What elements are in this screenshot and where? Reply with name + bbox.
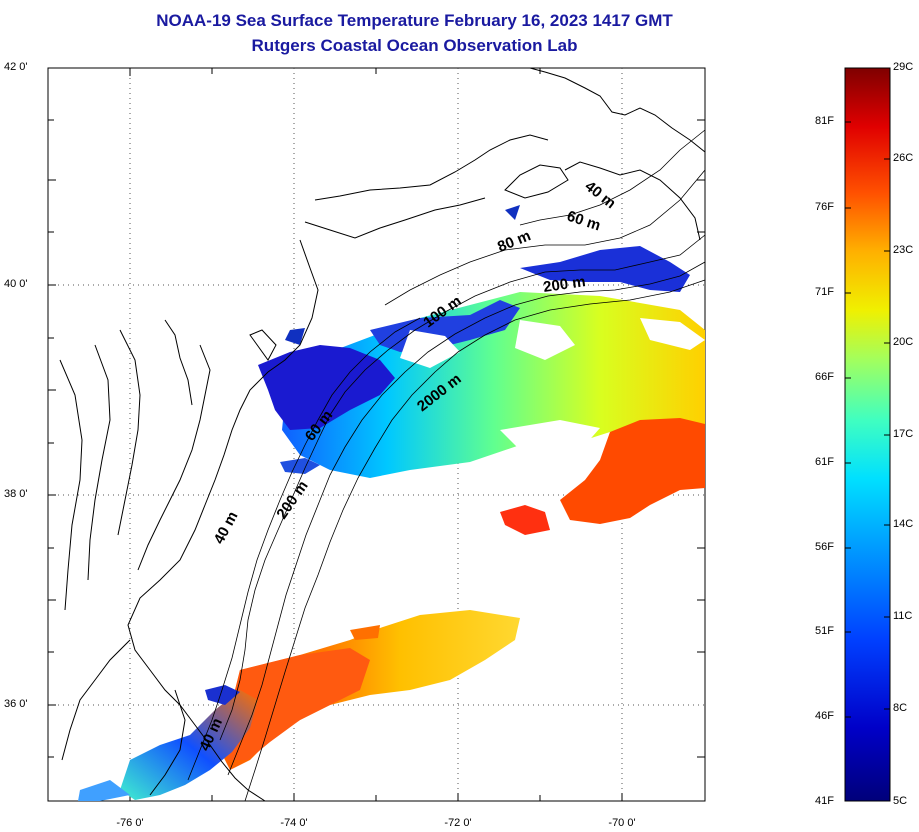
south-warm-patch	[220, 610, 520, 770]
colorbar-f-label: 51F	[815, 625, 834, 637]
shelf-water-patch-6	[280, 458, 320, 474]
colorbar-f-label: 46F	[815, 710, 834, 722]
shelf-water-patch	[258, 345, 395, 430]
gulf-stream-patch-2	[500, 505, 550, 535]
shelf-water-patch-3	[520, 246, 690, 292]
colorbar-f-label: 61F	[815, 456, 834, 468]
colorbar-c-label: 14C	[893, 518, 914, 530]
frame-ticks	[48, 67, 705, 801]
colorbar	[844, 67, 891, 802]
map-title: NOAA-19 Sea Surface Temperature February…	[156, 11, 673, 30]
shelf-water-patch-4	[285, 328, 305, 345]
lat-label: 42 0'	[4, 61, 28, 73]
colorbar-f-label: 76F	[815, 201, 834, 213]
colorbar-c-label: 17C	[893, 428, 914, 440]
lat-label: 38 0'	[4, 488, 28, 500]
colorbar-c-label: 23C	[893, 244, 914, 256]
coastline	[59, 67, 706, 802]
gulf-stream-patch	[560, 418, 705, 524]
colorbar-f-label: 41F	[815, 795, 834, 807]
hatteras-patch	[120, 690, 258, 800]
lat-label: 40 0'	[4, 278, 28, 290]
colorbar-f-label: 81F	[815, 115, 834, 127]
lon-label: -72 0'	[444, 817, 472, 829]
lon-label: -76 0'	[116, 817, 144, 829]
lat-label: 36 0'	[4, 698, 28, 710]
sst-data	[78, 205, 705, 801]
isobaths	[187, 129, 706, 802]
colorbar-c-label: 8C	[893, 702, 908, 714]
colorbar-ticks	[845, 121, 890, 718]
colorbar-c-label: 11C	[893, 610, 913, 622]
isobath-label: 200 m	[542, 273, 586, 296]
colorbar-c-label: 26C	[893, 152, 914, 164]
colorbar-c-label: 20C	[893, 336, 914, 348]
lon-label: -74 0'	[280, 817, 308, 829]
colorbar-f-label: 66F	[815, 371, 834, 383]
map-subtitle: Rutgers Coastal Ocean Observation Lab	[251, 36, 578, 55]
colorbar-f-label: 56F	[815, 541, 834, 553]
shelf-water-patch-5	[505, 205, 520, 220]
colorbar-f-label: 71F	[815, 286, 834, 298]
colorbar-c-label: 5C	[893, 795, 908, 807]
lon-label: -70 0'	[608, 817, 636, 829]
colorbar-c-label: 29C	[893, 61, 914, 73]
